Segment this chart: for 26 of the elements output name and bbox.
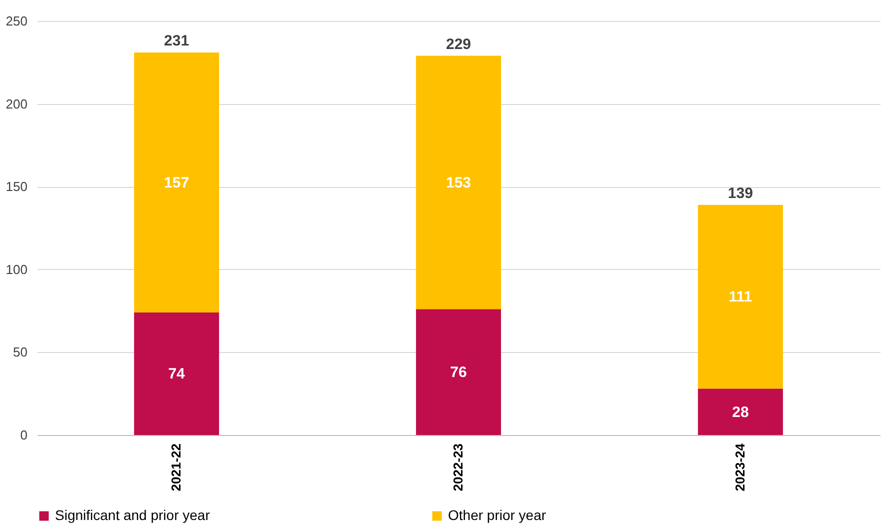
data-label: 153 [446, 174, 472, 192]
total-label: 139 [728, 184, 753, 202]
bar [134, 312, 220, 435]
y-tick-label: 150 [6, 179, 28, 194]
legend-label: Significant and prior year [55, 507, 210, 523]
total-label: 229 [446, 36, 472, 53]
bar [698, 204, 783, 389]
total-label: 231 [164, 32, 190, 50]
x-tick-label: 2021-22 [168, 444, 184, 492]
legend-label: Other prior year [448, 507, 546, 523]
y-tick-label: 50 [13, 344, 28, 360]
y-tick-label: 200 [6, 96, 28, 112]
data-label: 76 [450, 364, 467, 382]
data-label: 157 [164, 174, 190, 192]
bar [134, 52, 220, 312]
x-tick-label: 2023-24 [732, 442, 748, 492]
bar [416, 56, 501, 310]
bar [698, 388, 783, 435]
x-tick-label: 2022-23 [450, 444, 466, 492]
data-label: 74 [168, 366, 186, 383]
data-label: 28 [732, 404, 749, 421]
y-tick-label: 250 [6, 14, 28, 28]
y-tick-label: 0 [20, 428, 28, 442]
bar [416, 309, 501, 435]
y-tick-label: 100 [6, 262, 28, 277]
data-label: 111 [728, 288, 752, 306]
